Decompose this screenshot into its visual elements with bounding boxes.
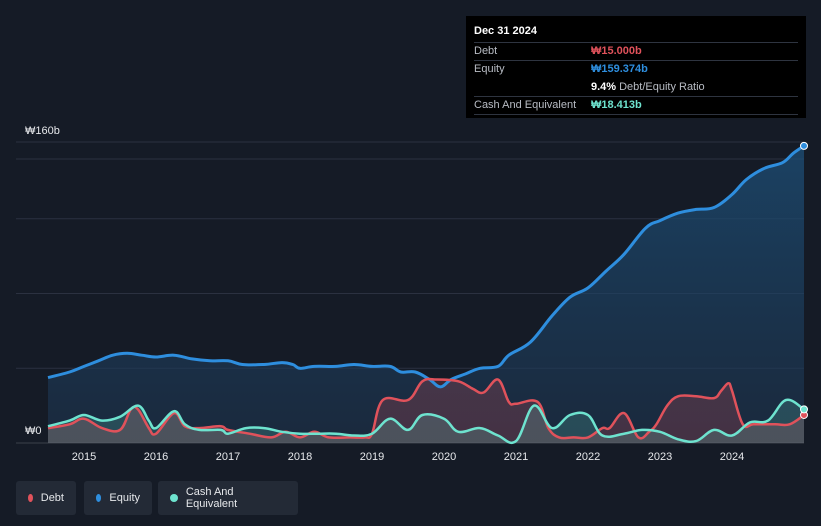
x-tick-label: 2020 <box>432 451 456 463</box>
equity-area <box>48 145 804 443</box>
cash-end-point <box>800 405 808 414</box>
y-axis-top-label: ₩160b <box>25 125 60 137</box>
tooltip-equity-row: Equity ₩159.374b <box>474 60 798 78</box>
tooltip-debt-row: Debt ₩15.000b <box>474 42 798 60</box>
x-tick-label: 2022 <box>576 451 600 463</box>
legend-equity[interactable]: Equity <box>84 481 152 515</box>
legend-debt[interactable]: Debt <box>16 481 76 515</box>
x-tick-label: 2015 <box>72 451 96 463</box>
x-tick-label: 2017 <box>216 451 240 463</box>
equity-end-point <box>800 141 808 150</box>
x-tick-label: 2018 <box>288 451 312 463</box>
tooltip-ratio-label: Debt/Equity Ratio <box>619 81 705 93</box>
y-axis-bottom-label: ₩0 <box>25 425 42 437</box>
x-axis-ticks: 2015 2016 2017 2018 2019 2020 2021 2022 2023 2024 <box>72 451 744 463</box>
tooltip-debt-label: Debt <box>474 45 498 57</box>
cash-legend-dot-icon <box>170 494 178 502</box>
tooltip-equity-value: ₩159.374b <box>591 63 648 75</box>
x-tick-label: 2023 <box>648 451 672 463</box>
tooltip-equity-label: Equity <box>474 63 505 75</box>
tooltip-cash-value: ₩18.413b <box>591 99 642 111</box>
x-tick-label: 2021 <box>504 451 528 463</box>
tooltip-cash-row: Cash And Equivalent ₩18.413b <box>474 96 798 115</box>
x-tick-label: 2016 <box>144 451 168 463</box>
tooltip-date: Dec 31 2024 <box>474 25 537 37</box>
legend-cash[interactable]: Cash And Equivalent <box>158 481 298 515</box>
tooltip-ratio-value: 9.4% <box>591 81 617 93</box>
debt-line <box>47 377 805 440</box>
tooltip-ratio-row: 9.4% Debt/Equity Ratio <box>474 78 798 96</box>
x-tick-label: 2019 <box>360 451 384 463</box>
tooltip-debt-value: ₩15.000b <box>591 45 642 57</box>
debt-legend-dot-icon <box>28 494 33 502</box>
equity-legend-dot-icon <box>96 494 102 502</box>
x-tick-label: 2024 <box>720 451 744 463</box>
debt-area <box>48 379 804 443</box>
cash-line <box>47 398 805 445</box>
series-layer <box>47 141 808 445</box>
equity-line <box>47 144 805 389</box>
legend-debt-label: Debt <box>40 492 64 504</box>
legend-equity-label: Equity <box>109 492 140 504</box>
data-tooltip: Dec 31 2024 Debt ₩15.000b Equity ₩159.37… <box>466 16 806 118</box>
legend-cash-label: Cash And Equivalent <box>185 486 238 510</box>
tooltip-cash-label: Cash And Equivalent <box>474 99 577 111</box>
